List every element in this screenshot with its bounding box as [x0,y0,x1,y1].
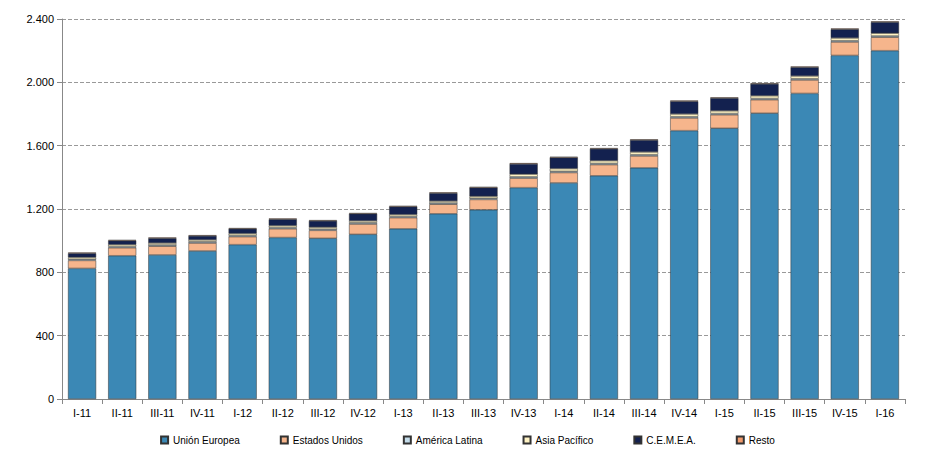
svg-text:2.400: 2.400 [26,13,54,25]
svg-text:Resto: Resto [749,435,776,446]
svg-text:I-12: I-12 [233,407,252,419]
svg-text:IV-15: IV-15 [832,407,858,419]
svg-text:I-16: I-16 [875,407,894,419]
svg-text:II-13: II-13 [432,407,454,419]
svg-text:II-14: II-14 [593,407,615,419]
svg-text:III-13: III-13 [471,407,496,419]
svg-text:1.600: 1.600 [26,140,54,152]
svg-text:I-14: I-14 [554,407,573,419]
svg-text:IV-14: IV-14 [671,407,697,419]
svg-text:América Latina: América Latina [416,435,483,446]
svg-text:II-12: II-12 [272,407,294,419]
svg-text:II-15: II-15 [753,407,775,419]
svg-text:C.E.M.E.A.: C.E.M.E.A. [646,435,695,446]
svg-text:800: 800 [36,266,54,278]
svg-text:Asia Pacífico: Asia Pacífico [536,435,594,446]
svg-text:0: 0 [48,393,54,405]
svg-text:Unión Europea: Unión Europea [173,435,240,446]
svg-text:2.000: 2.000 [26,76,54,88]
svg-text:II-11: II-11 [112,407,133,419]
svg-text:Estados Unidos: Estados Unidos [293,435,363,446]
svg-text:1.200: 1.200 [26,203,54,215]
svg-text:IV-11: IV-11 [190,407,215,419]
svg-text:III-11: III-11 [150,407,174,419]
svg-text:400: 400 [36,330,54,342]
svg-text:I-15: I-15 [715,407,734,419]
svg-text:IV-13: IV-13 [511,407,537,419]
svg-text:I-13: I-13 [394,407,413,419]
svg-text:III-12: III-12 [310,407,335,419]
svg-text:IV-12: IV-12 [350,407,376,419]
svg-text:I-11: I-11 [73,407,91,419]
svg-text:III-15: III-15 [792,407,817,419]
svg-text:III-14: III-14 [632,407,657,419]
